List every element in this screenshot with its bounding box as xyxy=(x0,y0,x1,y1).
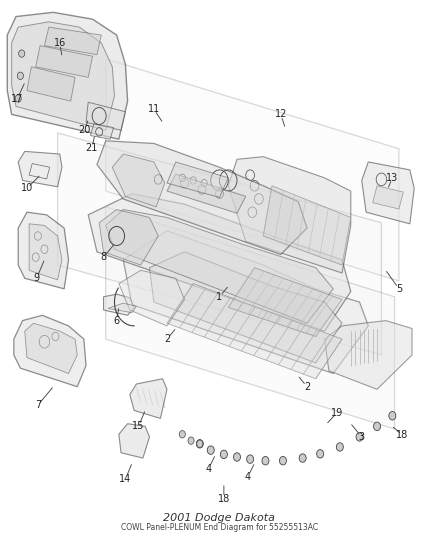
Text: 7: 7 xyxy=(35,400,41,410)
Polygon shape xyxy=(35,46,92,77)
Text: 21: 21 xyxy=(85,143,98,152)
Text: 19: 19 xyxy=(330,408,342,418)
Polygon shape xyxy=(228,157,350,273)
Polygon shape xyxy=(18,212,68,289)
Text: 2001 Dodge Dakota: 2001 Dodge Dakota xyxy=(163,513,275,523)
Polygon shape xyxy=(106,209,332,323)
Polygon shape xyxy=(108,303,136,313)
Circle shape xyxy=(187,437,194,445)
Polygon shape xyxy=(88,193,350,331)
Polygon shape xyxy=(90,124,113,139)
Text: 15: 15 xyxy=(132,422,145,431)
Polygon shape xyxy=(29,224,62,280)
Text: 6: 6 xyxy=(113,316,120,326)
Text: 3: 3 xyxy=(358,432,364,442)
Text: COWL Panel-PLENUM End Diagram for 55255513AC: COWL Panel-PLENUM End Diagram for 552555… xyxy=(120,523,318,532)
Text: 16: 16 xyxy=(53,38,66,48)
Circle shape xyxy=(17,72,23,79)
Polygon shape xyxy=(86,102,125,130)
Polygon shape xyxy=(12,22,114,130)
Circle shape xyxy=(18,50,25,57)
Circle shape xyxy=(316,450,323,458)
Polygon shape xyxy=(263,186,350,265)
Polygon shape xyxy=(99,209,158,265)
Text: 2: 2 xyxy=(163,334,170,344)
Circle shape xyxy=(261,456,268,465)
Circle shape xyxy=(373,422,380,431)
Polygon shape xyxy=(228,268,341,336)
Text: 4: 4 xyxy=(205,464,211,474)
Polygon shape xyxy=(44,27,101,54)
Polygon shape xyxy=(372,186,403,209)
Circle shape xyxy=(196,440,203,448)
Text: 8: 8 xyxy=(100,252,106,262)
Text: 1: 1 xyxy=(216,292,222,302)
Circle shape xyxy=(279,456,286,465)
Text: 20: 20 xyxy=(78,125,91,135)
Circle shape xyxy=(246,455,253,463)
Text: 13: 13 xyxy=(385,173,398,183)
Circle shape xyxy=(196,440,202,448)
Polygon shape xyxy=(166,284,341,379)
Polygon shape xyxy=(166,162,228,197)
Circle shape xyxy=(355,433,362,441)
Polygon shape xyxy=(106,59,398,281)
Polygon shape xyxy=(361,162,413,224)
Polygon shape xyxy=(166,174,245,213)
Polygon shape xyxy=(18,151,62,187)
Polygon shape xyxy=(149,252,341,363)
Text: 4: 4 xyxy=(244,472,251,482)
Text: 18: 18 xyxy=(217,494,230,504)
Polygon shape xyxy=(130,379,166,418)
Text: 12: 12 xyxy=(274,109,286,119)
Text: 18: 18 xyxy=(396,430,408,440)
Polygon shape xyxy=(112,154,164,207)
Polygon shape xyxy=(123,231,367,374)
Text: 9: 9 xyxy=(33,273,39,284)
Text: 17: 17 xyxy=(11,93,24,103)
Circle shape xyxy=(207,446,214,454)
Circle shape xyxy=(336,443,343,451)
Polygon shape xyxy=(106,207,394,429)
Text: 2: 2 xyxy=(303,382,309,392)
Text: 5: 5 xyxy=(395,284,401,294)
Polygon shape xyxy=(14,316,86,386)
Polygon shape xyxy=(57,133,381,355)
Circle shape xyxy=(298,454,305,462)
Polygon shape xyxy=(119,424,149,458)
Circle shape xyxy=(233,453,240,461)
Polygon shape xyxy=(103,294,134,316)
Circle shape xyxy=(388,411,395,420)
Circle shape xyxy=(179,431,185,438)
Text: 10: 10 xyxy=(21,183,33,193)
Polygon shape xyxy=(25,323,77,374)
Text: 14: 14 xyxy=(119,474,131,484)
Polygon shape xyxy=(7,12,127,139)
Polygon shape xyxy=(97,141,306,254)
Polygon shape xyxy=(119,270,184,326)
Circle shape xyxy=(220,450,227,458)
Polygon shape xyxy=(27,67,75,101)
Circle shape xyxy=(15,95,21,102)
Text: 11: 11 xyxy=(148,104,159,114)
Polygon shape xyxy=(324,320,411,389)
